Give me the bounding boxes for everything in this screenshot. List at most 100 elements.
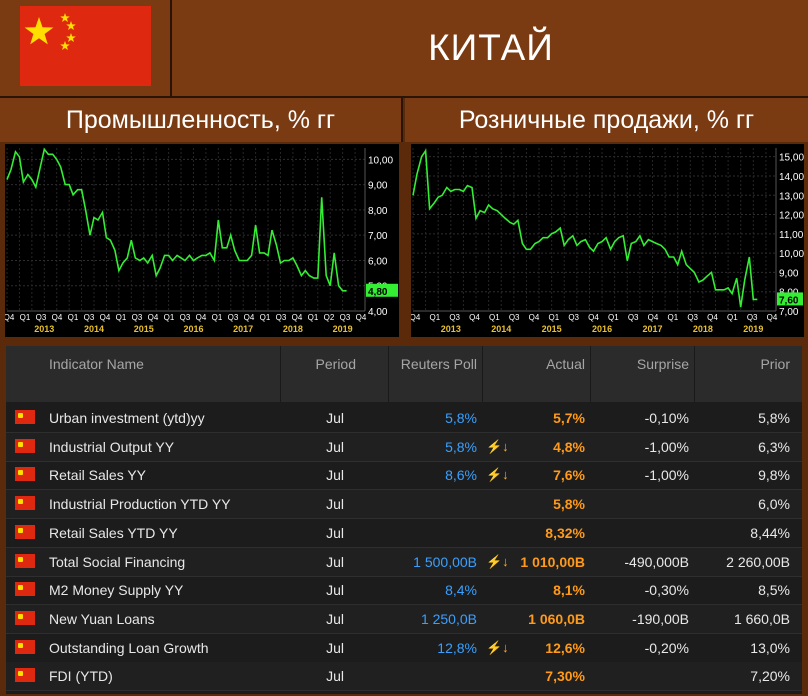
- indicator-name: Urban investment (ytd)yy: [49, 410, 205, 426]
- table-row[interactable]: Retail Sales YY Jul 8,6% ⚡↓ 7,6% -1,00% 9,8%: [6, 461, 802, 491]
- table-row[interactable]: Total Social Financing Jul 1 500,00B ⚡↓ 1 01…: [6, 547, 802, 577]
- surprise-value: [590, 490, 694, 518]
- period-value: Jul: [326, 668, 344, 685]
- year-label: 2016: [183, 324, 203, 334]
- table-row[interactable]: Outstanding Loan Growth Jul 12,8% ⚡↓ 12,6% -0…: [6, 634, 802, 663]
- actual-value: 1 060,0B: [528, 610, 585, 627]
- china-flag-icon: [15, 639, 35, 654]
- prior-value: 9,8%: [758, 467, 790, 484]
- x-tick-label: Q3: [180, 313, 191, 322]
- x-tick-label: Q1: [429, 313, 440, 322]
- x-tick-label: Q4: [148, 313, 159, 322]
- alert-arrow-down-icon: ⚡↓: [486, 639, 509, 655]
- surprise-value: [590, 662, 694, 690]
- col-header-reuters-poll[interactable]: Reuters Poll: [388, 346, 482, 402]
- series-line: [6, 147, 347, 292]
- x-tick-label: Q1: [308, 313, 319, 322]
- x-tick-label: Q3: [36, 313, 47, 322]
- table-row[interactable]: Urban investment (ytd)yy Jul 5,8% 5,7% -0,10…: [6, 404, 802, 433]
- table-row[interactable]: Industrial Output YY Jul 5,8% ⚡↓ 4,8% -1,00% 6…: [6, 432, 802, 462]
- retail-chart-title: Розничные продажи, % гг: [405, 98, 808, 142]
- china-flag-icon: [15, 553, 35, 568]
- prior-value: 7,20%: [750, 668, 790, 685]
- x-tick-label: Q4: [588, 313, 599, 322]
- industry-chart: 4,005,006,007,008,009,0010,00Q4Q1Q3Q4Q1Q…: [4, 144, 399, 337]
- y-tick-label: 9,00: [368, 181, 388, 192]
- china-flag-icon: [15, 524, 35, 539]
- surprise-value: -0,10%: [644, 410, 689, 426]
- alert-arrow-down-icon: ⚡↓: [486, 467, 509, 483]
- y-tick-label: 10,00: [779, 249, 804, 260]
- poll-value: [388, 490, 482, 518]
- y-tick-label: 8,00: [368, 206, 388, 217]
- surprise-value: -0,20%: [644, 639, 689, 656]
- actual-value: 5,8%: [553, 496, 585, 513]
- table-row[interactable]: M2 Money Supply YY Jul 8,4% 8,1% -0,30% 8,5%: [6, 576, 802, 606]
- year-label: 2019: [333, 324, 353, 334]
- year-label: 2016: [592, 324, 612, 334]
- x-tick-label: Q1: [548, 313, 559, 322]
- x-tick-label: Q3: [509, 313, 520, 322]
- retail-chart: 7,008,009,0010,0011,0012,0013,0014,0015,…: [410, 144, 804, 337]
- indicator-table: Indicator Name Period Reuters Poll Actua…: [6, 346, 802, 694]
- actual-cell: ⚡↓ 7,6%: [482, 461, 590, 489]
- poll-value: [388, 519, 482, 547]
- x-tick-label: Q4: [100, 313, 111, 322]
- x-tick-label: Q3: [228, 313, 239, 322]
- last-value-label: 7,60: [779, 295, 799, 306]
- actual-value: 7,6%: [553, 467, 585, 484]
- x-tick-label: Q1: [20, 313, 31, 322]
- y-tick-label: 9,00: [779, 268, 799, 279]
- surprise-value: -1,00%: [644, 467, 689, 484]
- col-header-surprise[interactable]: Surprise: [590, 346, 694, 402]
- year-label: 2017: [233, 324, 253, 334]
- x-tick-label: Q3: [568, 313, 579, 322]
- x-tick-label: Q4: [767, 313, 778, 322]
- x-tick-label: Q4: [356, 313, 367, 322]
- y-tick-label: 12,00: [779, 211, 804, 222]
- year-label: 2014: [491, 324, 511, 334]
- x-tick-label: Q4: [196, 313, 207, 322]
- header-bar: КИТАЙ: [0, 0, 808, 98]
- poll-value: 1 250,0B: [420, 610, 477, 627]
- year-label: 2018: [693, 324, 713, 334]
- col-header-actual[interactable]: Actual: [482, 346, 590, 402]
- surprise-value: -190,00B: [632, 610, 689, 627]
- surprise-value: -0,30%: [644, 582, 689, 599]
- col-header-indicator-name[interactable]: Indicator Name: [49, 356, 144, 372]
- year-label: 2015: [542, 324, 562, 334]
- x-tick-label: Q1: [164, 313, 175, 322]
- indicator-name: Retail Sales YY: [49, 467, 147, 484]
- china-flag-icon: [20, 6, 151, 86]
- china-flag-icon: [15, 582, 35, 597]
- actual-cell: ⚡↓ 1 010,00B: [482, 548, 590, 576]
- period-value: Jul: [326, 524, 344, 541]
- surprise-value: -1,00%: [644, 438, 689, 455]
- actual-cell: ⚡↓ 4,8%: [482, 433, 590, 461]
- table-row[interactable]: Retail Sales YTD YY Jul 8,32% 8,44%: [6, 519, 802, 548]
- indicator-name: New Yuan Loans: [49, 610, 155, 627]
- table-row[interactable]: Industrial Production YTD YY Jul 5,8% 6,0%: [6, 490, 802, 520]
- prior-value: 6,0%: [758, 496, 790, 513]
- poll-value: 5,8%: [445, 438, 477, 455]
- retail-chart-svg: 7,008,009,0010,0011,0012,0013,0014,0015,…: [410, 148, 804, 334]
- y-tick-label: 7,00: [368, 231, 388, 242]
- table-row[interactable]: FDI (YTD) Jul 7,30% 7,20%: [6, 662, 802, 692]
- actual-value: 8,32%: [545, 524, 585, 541]
- last-value-label: 4,80: [368, 287, 388, 298]
- indicator-name: Industrial Production YTD YY: [49, 496, 231, 513]
- y-tick-label: 15,00: [779, 153, 804, 164]
- period-value: Jul: [326, 410, 344, 426]
- year-label: 2018: [283, 324, 303, 334]
- col-header-period[interactable]: Period: [280, 346, 388, 402]
- prior-value: 6,3%: [758, 438, 790, 455]
- y-tick-label: 13,00: [779, 191, 804, 202]
- china-flag-icon: [15, 668, 35, 683]
- china-flag-icon: [15, 467, 35, 482]
- actual-cell: ⚡↓ 12,6%: [482, 634, 590, 662]
- actual-value: 5,7%: [553, 410, 585, 426]
- x-tick-label: Q1: [727, 313, 738, 322]
- col-header-prior[interactable]: Prior: [694, 346, 802, 402]
- table-row[interactable]: New Yuan Loans Jul 1 250,0B 1 060,0B -190,00…: [6, 604, 802, 634]
- actual-value: 12,6%: [545, 639, 585, 656]
